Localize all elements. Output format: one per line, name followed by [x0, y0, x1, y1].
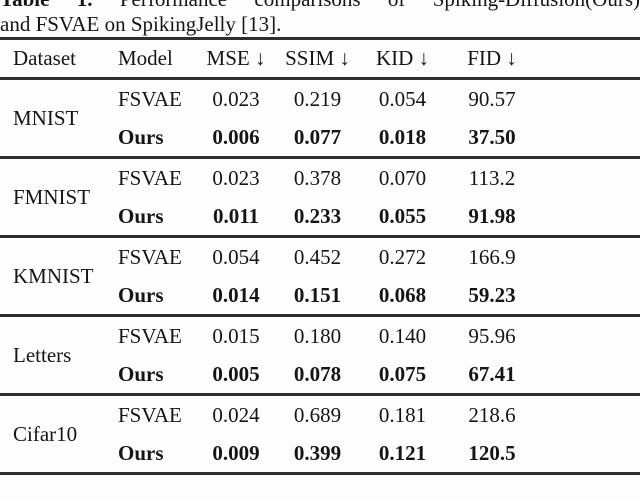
ssim-cell: 0.078 [293, 361, 342, 386]
ssim-cell: 0.452 [277, 235, 358, 276]
table-row: FMNIST FSVAE 0.023 0.378 0.070 113.2 [0, 156, 640, 237]
mse-cell: 0.015 [195, 314, 277, 355]
filler-cell [537, 276, 640, 316]
dataset-cell: Cifar10 [0, 393, 105, 474]
fid-cell: 95.96 [447, 314, 537, 355]
col-header-model: Model [105, 38, 195, 80]
caption-text: Performance comparisons of Spiking-Diffu… [120, 0, 640, 11]
caption-label: Table 1. [0, 0, 93, 11]
ssim-cell: 0.689 [277, 393, 358, 434]
table-caption: Table 1. Performance comparisons of Spik… [0, 0, 640, 37]
model-cell: FSVAE [105, 156, 195, 197]
filler-cell [537, 393, 640, 434]
kid-cell: 0.055 [378, 203, 427, 228]
model-cell: FSVAE [105, 77, 195, 118]
ssim-cell: 0.219 [277, 77, 358, 118]
ssim-cell: 0.180 [277, 314, 358, 355]
mse-cell: 0.024 [195, 393, 277, 434]
col-header-fid: FID ↓ [447, 38, 537, 80]
group-kmnist: KMNIST FSVAE 0.054 0.452 0.272 166.9 Our… [0, 235, 640, 316]
mse-cell: 0.005 [212, 361, 260, 386]
kid-cell: 0.070 [358, 156, 447, 197]
mse-cell: 0.006 [212, 124, 260, 149]
ssim-cell: 0.233 [293, 203, 342, 228]
kid-cell: 0.018 [378, 124, 427, 149]
kid-cell: 0.075 [378, 361, 427, 386]
kid-cell: 0.181 [358, 393, 447, 434]
ssim-cell: 0.378 [277, 156, 358, 197]
fid-cell: 67.41 [468, 361, 516, 386]
group-mnist: MNIST FSVAE 0.023 0.219 0.054 90.57 Ours… [0, 77, 640, 158]
filler-cell [537, 197, 640, 237]
model-cell: FSVAE [105, 393, 195, 434]
fid-cell: 37.50 [468, 124, 516, 149]
table-row: MNIST FSVAE 0.023 0.219 0.054 90.57 [0, 77, 640, 158]
ssim-cell: 0.151 [293, 282, 342, 307]
table-row: KMNIST FSVAE 0.054 0.452 0.272 166.9 [0, 235, 640, 316]
ssim-cell: 0.399 [293, 440, 342, 465]
kid-cell: 0.140 [358, 314, 447, 355]
filler-cell [537, 434, 640, 474]
table-row: Ours 0.006 0.077 0.018 37.50 [0, 118, 640, 158]
model-cell: FSVAE [105, 235, 195, 276]
caption-line-1: Table 1. Performance comparisons of Spik… [0, 0, 640, 12]
model-cell: Ours [118, 282, 164, 307]
model-cell: Ours [118, 361, 164, 386]
col-header-mse: MSE ↓ [195, 38, 277, 80]
filler-cell [537, 314, 640, 355]
fid-cell: 90.57 [447, 77, 537, 118]
caption-line-2: and FSVAE on SpikingJelly [13]. [0, 12, 282, 36]
filler-cell [537, 235, 640, 276]
fid-cell: 120.5 [468, 440, 516, 465]
mse-cell: 0.054 [195, 235, 277, 276]
model-cell: Ours [118, 124, 164, 149]
table-row: Cifar10 FSVAE 0.024 0.689 0.181 218.6 [0, 393, 640, 474]
group-cifar10: Cifar10 FSVAE 0.024 0.689 0.181 218.6 Ou… [0, 393, 640, 474]
dataset-cell: KMNIST [0, 235, 105, 316]
dataset-cell: FMNIST [0, 156, 105, 237]
kid-cell: 0.068 [378, 282, 427, 307]
kid-cell: 0.121 [378, 440, 427, 465]
dataset-cell: MNIST [0, 77, 105, 158]
model-cell: FSVAE [105, 314, 195, 355]
kid-cell: 0.272 [358, 235, 447, 276]
mse-cell: 0.014 [212, 282, 260, 307]
filler-cell [537, 77, 640, 118]
group-letters: Letters FSVAE 0.015 0.180 0.140 95.96 Ou… [0, 314, 640, 395]
fid-cell: 91.98 [468, 203, 516, 228]
mse-cell: 0.023 [195, 77, 277, 118]
model-cell: Ours [118, 203, 164, 228]
mse-cell: 0.009 [212, 440, 260, 465]
model-cell: Ours [118, 440, 164, 465]
col-header-kid: KID ↓ [358, 38, 447, 80]
header-filler [537, 38, 640, 80]
ssim-cell: 0.077 [293, 124, 342, 149]
fid-cell: 218.6 [447, 393, 537, 434]
fid-cell: 166.9 [447, 235, 537, 276]
mse-cell: 0.011 [212, 203, 260, 228]
results-table: Dataset Model MSE ↓ SSIM ↓ KID ↓ FID ↓ M… [0, 37, 640, 475]
dataset-cell: Letters [0, 314, 105, 395]
filler-cell [537, 355, 640, 395]
fid-cell: 59.23 [468, 282, 516, 307]
table-row: Ours 0.014 0.151 0.068 59.23 [0, 276, 640, 316]
group-fmnist: FMNIST FSVAE 0.023 0.378 0.070 113.2 Our… [0, 156, 640, 237]
filler-cell [537, 118, 640, 158]
mse-cell: 0.023 [195, 156, 277, 197]
table-row: Ours 0.009 0.399 0.121 120.5 [0, 434, 640, 474]
kid-cell: 0.054 [358, 77, 447, 118]
fid-cell: 113.2 [447, 156, 537, 197]
header-row: Dataset Model MSE ↓ SSIM ↓ KID ↓ FID ↓ [0, 38, 640, 80]
col-header-ssim: SSIM ↓ [277, 38, 358, 80]
filler-cell [537, 156, 640, 197]
col-header-dataset: Dataset [0, 38, 105, 80]
table-row: Letters FSVAE 0.015 0.180 0.140 95.96 [0, 314, 640, 395]
table-row: Ours 0.011 0.233 0.055 91.98 [0, 197, 640, 237]
table-row: Ours 0.005 0.078 0.075 67.41 [0, 355, 640, 395]
